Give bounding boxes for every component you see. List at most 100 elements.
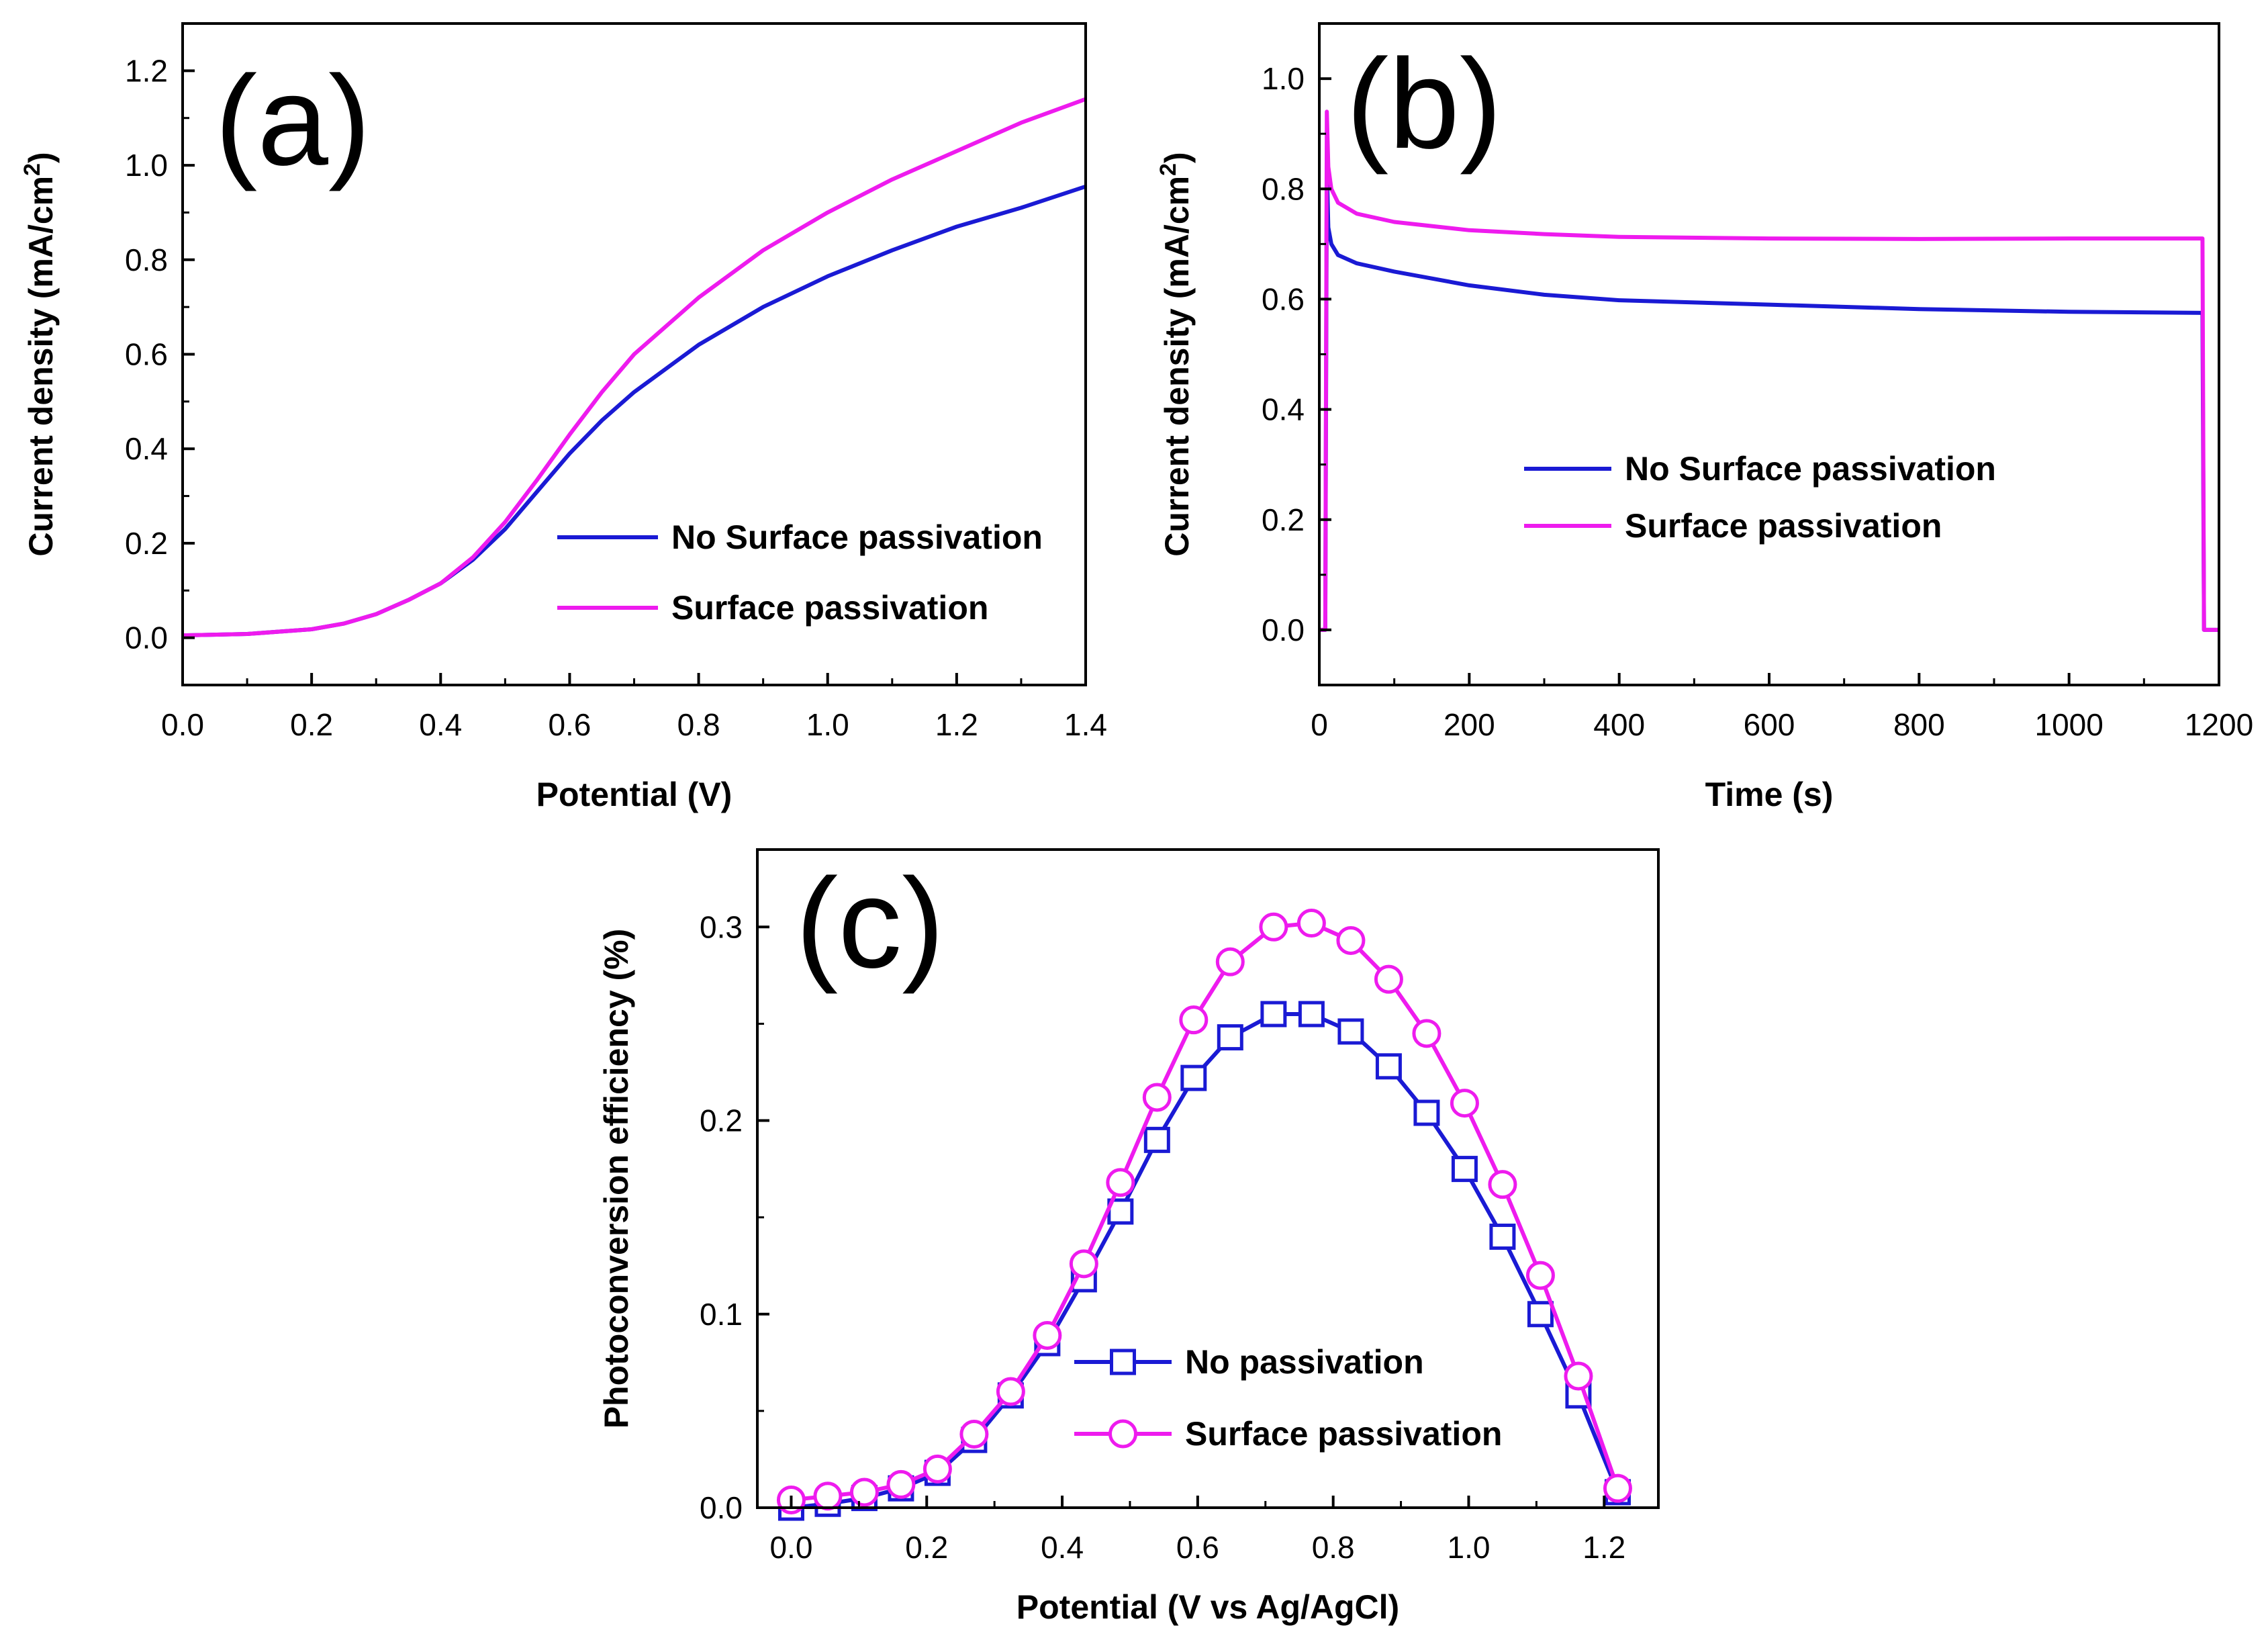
- x-tick-label-c-6: 1.2: [1582, 1530, 1625, 1565]
- data-point-c-1-19: [1488, 1170, 1517, 1199]
- x-tick-label-a-4: 0.8: [677, 707, 720, 742]
- y-axis-title-a: Current density (mA/cm2): [19, 152, 60, 556]
- x-tick-label-a-7: 1.4: [1064, 707, 1107, 742]
- data-point-c-1-16: [1374, 964, 1403, 994]
- data-point-c-1-22: [1603, 1473, 1632, 1503]
- y-tick-label-a-0: 0.0: [125, 621, 168, 655]
- data-point-c-0-20: [1527, 1301, 1554, 1328]
- series-b-1: [1319, 109, 2219, 632]
- x-tick-label-a-6: 1.2: [935, 707, 978, 742]
- legend-label-a-0: No Surface passivation: [671, 518, 1043, 556]
- data-point-c-1-7: [1033, 1320, 1062, 1350]
- data-point-c-1-9: [1106, 1168, 1135, 1197]
- data-point-c-1-13: [1259, 912, 1288, 942]
- data-point-c-1-11: [1179, 1005, 1209, 1035]
- data-point-c-1-4: [923, 1454, 952, 1484]
- data-point-c-1-18: [1450, 1089, 1479, 1118]
- x-tick-label-a-5: 1.0: [806, 707, 849, 742]
- data-point-c-1-21: [1564, 1361, 1593, 1391]
- series-a-1: [182, 97, 1087, 638]
- legend-label-c-0: No passivation: [1185, 1343, 1424, 1381]
- series-a-0: [182, 184, 1086, 638]
- series-line-b-1: [1319, 109, 2219, 632]
- data-point-c-1-12: [1215, 947, 1245, 976]
- chart-panel-c: 0.0 0.2 0.4 0.6 0.8 1.0 1.2 0.0 0.1 0.2 0.3 Potenti…: [598, 848, 1660, 1626]
- x-tick-label-c-4: 0.8: [1312, 1530, 1355, 1565]
- data-point-c-1-6: [996, 1377, 1025, 1406]
- x-tick-label-c-0: 0.0: [769, 1530, 812, 1565]
- data-point-c-0-14: [1298, 1001, 1325, 1028]
- y-tick-label-c-0: 0.0: [700, 1490, 743, 1525]
- data-point-c-0-17: [1413, 1099, 1440, 1126]
- series-line-a-0: [182, 184, 1086, 638]
- x-tick-label-c-1: 0.2: [905, 1530, 948, 1565]
- data-point-c-0-18: [1451, 1156, 1478, 1183]
- x-tick-label-b-1: 200: [1444, 707, 1495, 742]
- series-line-a-1: [182, 97, 1087, 638]
- panel-label-c: (c): [796, 852, 945, 995]
- x-tick-label-c-2: 0.4: [1041, 1530, 1084, 1565]
- x-tick-label-b-4: 800: [1893, 707, 1945, 742]
- chart-panel-b: 0 200 400 600 800 1000 1200 0.0 0.2 0.4 0.6 0.8 1.0 T…: [1155, 22, 2253, 813]
- data-point-c-0-15: [1337, 1018, 1364, 1045]
- data-point-c-1-1: [813, 1482, 843, 1511]
- y-axis-title-b: Current density (mA/cm2): [1155, 152, 1196, 556]
- x-tick-label-a-1: 0.2: [290, 707, 333, 742]
- x-tick-label-c-5: 1.0: [1447, 1530, 1490, 1565]
- y-axis-title-c: Photoconversion efficiency (%): [598, 929, 635, 1429]
- y-tick-label-a-1: 0.2: [125, 526, 168, 561]
- legend-marker-c-1: [1108, 1419, 1137, 1449]
- x-axis-title-b: Time (s): [1705, 776, 1834, 813]
- y-tick-label-a-2: 0.4: [125, 431, 168, 466]
- panel-label-b: (b): [1346, 33, 1502, 175]
- series-line-c-1: [791, 921, 1620, 1502]
- x-tick-label-b-0: 0: [1311, 707, 1328, 742]
- data-point-c-1-8: [1069, 1249, 1098, 1279]
- y-tick-label-b-4: 0.8: [1262, 171, 1305, 206]
- legend-label-b-1: Surface passivation: [1625, 507, 1942, 545]
- legend-a: No Surface passivation Surface passivatio…: [557, 518, 1043, 627]
- y-tick-label-a-5: 1.0: [125, 148, 168, 183]
- data-point-c-1-3: [886, 1469, 916, 1499]
- y-tick-label-b-1: 0.2: [1262, 502, 1305, 537]
- data-point-c-0-11: [1180, 1064, 1207, 1091]
- data-point-c-0-13: [1260, 1001, 1287, 1028]
- legend-marker-c-0: [1110, 1349, 1136, 1375]
- y-tick-label-b-3: 0.6: [1262, 281, 1305, 316]
- x-tick-label-b-6: 1200: [2185, 707, 2253, 742]
- series-line-b-0: [1319, 165, 2219, 632]
- y-tick-label-b-0: 0.0: [1262, 612, 1305, 647]
- x-axis-title-c: Potential (V vs Ag/AgCl): [1017, 1588, 1399, 1626]
- legend-label-c-1: Surface passivation: [1185, 1415, 1502, 1453]
- y-tick-label-b-2: 0.4: [1262, 392, 1305, 427]
- legend-b: No Surface passivation Surface passivatio…: [1524, 450, 1996, 545]
- y-tick-label-b-5: 1.0: [1262, 61, 1305, 96]
- data-point-c-0-19: [1489, 1223, 1516, 1250]
- x-tick-label-b-3: 600: [1744, 707, 1795, 742]
- data-point-c-1-14: [1296, 909, 1326, 938]
- legend-label-b-0: No Surface passivation: [1625, 450, 1996, 488]
- legend-label-a-1: Surface passivation: [671, 589, 988, 627]
- data-point-c-1-20: [1525, 1261, 1555, 1290]
- y-tick-label-a-3: 0.6: [125, 337, 168, 372]
- y-tick-label-c-2: 0.2: [700, 1103, 743, 1138]
- series-b-0: [1319, 165, 2219, 632]
- data-point-c-0-12: [1217, 1024, 1243, 1051]
- panel-label-a: (a): [215, 50, 371, 192]
- data-point-c-0-16: [1375, 1053, 1402, 1080]
- x-tick-label-c-3: 0.6: [1176, 1530, 1219, 1565]
- x-tick-label-b-5: 1000: [2034, 707, 2103, 742]
- y-tick-label-c-3: 0.3: [700, 909, 743, 944]
- x-tick-label-a-0: 0.0: [161, 707, 204, 742]
- chart-panel-a: 0.0 0.2 0.4 0.6 0.8 1.0 1.2 1.4 0.0 0.2 0.4 0.6 0.8 1…: [19, 22, 1107, 813]
- plot-frame-c: [756, 848, 1660, 1509]
- x-tick-label-b-2: 400: [1593, 707, 1645, 742]
- x-tick-label-a-2: 0.4: [419, 707, 462, 742]
- legend-c: No passivation Surface passivation: [1074, 1343, 1502, 1453]
- y-tick-label-a-4: 0.8: [125, 242, 168, 277]
- y-tick-label-c-1: 0.1: [700, 1297, 743, 1332]
- data-point-c-1-10: [1142, 1083, 1172, 1112]
- data-point-c-1-2: [849, 1477, 879, 1507]
- data-point-c-1-15: [1336, 925, 1366, 955]
